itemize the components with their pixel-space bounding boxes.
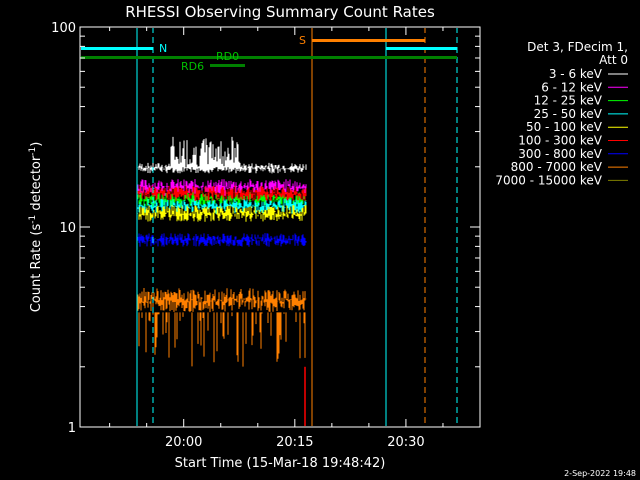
rd6-bar <box>210 64 245 67</box>
legend-label-2: 12 - 25 keV <box>534 94 603 108</box>
legend-header-line-2: Att 0 <box>599 53 628 67</box>
legend-label-8: 7000 - 15000 keV <box>495 173 602 187</box>
legend-label-4: 50 - 100 keV <box>526 120 603 134</box>
footer-date: 2-Sep-2022 19:48 <box>564 469 636 478</box>
y-tick-label: 1 <box>68 421 76 436</box>
annotation-label-rd0: RD0 <box>216 50 239 63</box>
y-tick-label: 10 <box>59 221 76 236</box>
y-tick-label: 100 <box>51 21 76 36</box>
x-axis-label: Start Time (15-Mar-18 19:48:42) <box>175 456 386 471</box>
tick-layer: 1 10 100 20:00 20:15 20:30 <box>51 21 480 450</box>
legend-label-1: 6 - 12 keV <box>541 80 603 94</box>
night-bar-left <box>81 47 153 50</box>
annotation-label-rd6: RD6 <box>181 60 204 73</box>
legend-label-5: 100 - 300 keV <box>518 134 602 148</box>
x-tick-label: 20:15 <box>276 435 313 450</box>
chart-title: RHESSI Observing Summary Count Rates <box>125 3 435 21</box>
y-axis-label: Count Rate (s-1 detector-1) <box>28 142 44 313</box>
saa-bar <box>312 39 425 42</box>
legend-label-7: 800 - 7000 keV <box>511 160 603 174</box>
night-bar-right <box>386 47 457 50</box>
annotation-layer <box>81 28 458 426</box>
annotation-label-s: S <box>299 34 306 47</box>
legend-header-line-1: Det 3, FDecim 1, <box>527 40 628 54</box>
legend-label-0: 3 - 6 keV <box>549 67 603 81</box>
annotation-label-n: N <box>159 42 167 55</box>
rd0-bar <box>81 56 457 59</box>
x-tick-label: 20:00 <box>165 435 202 450</box>
legend-label-6: 300 - 800 keV <box>518 147 602 161</box>
x-tick-label: 20:30 <box>387 435 424 450</box>
legend-label-3: 25 - 50 keV <box>534 107 603 121</box>
